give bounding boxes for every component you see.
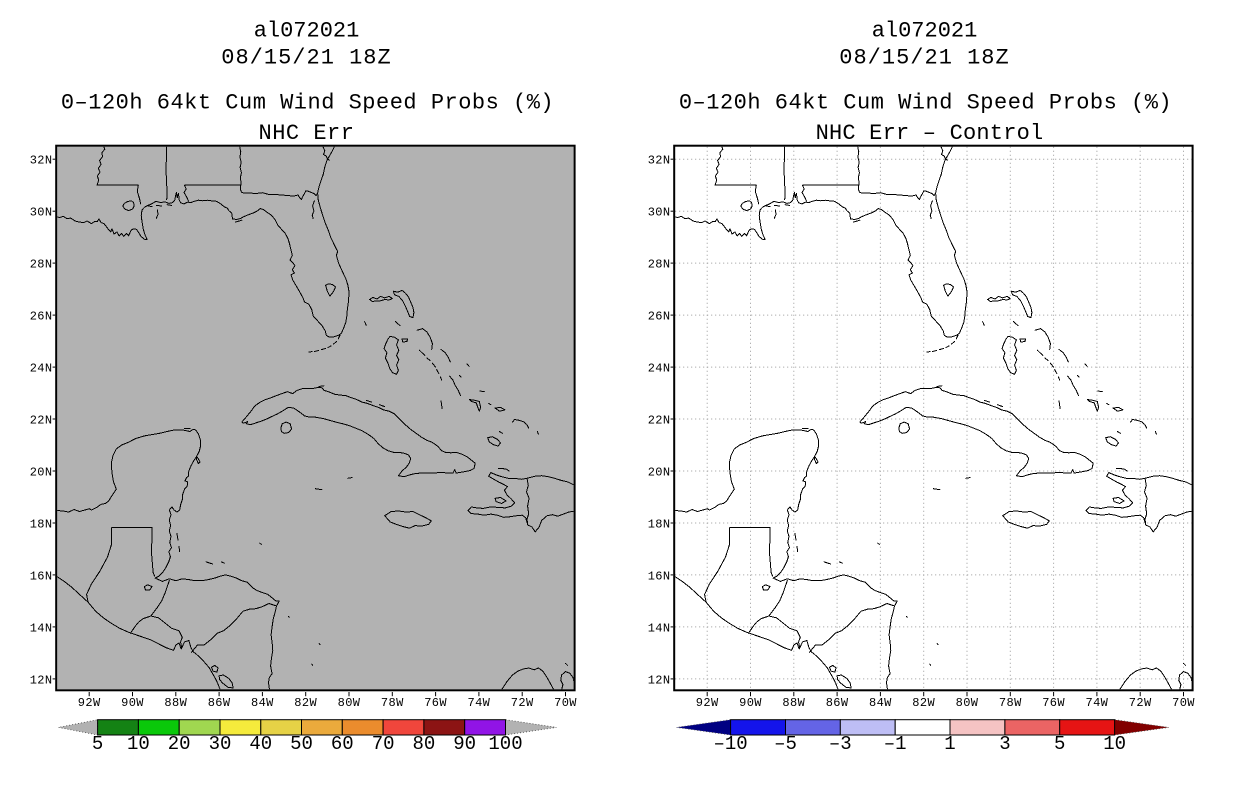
svg-text:16N: 16N (30, 569, 53, 583)
svg-text:28N: 28N (30, 258, 53, 272)
svg-text:NHC Err – Control: NHC Err – Control (816, 121, 1044, 146)
svg-text:74W: 74W (467, 696, 490, 710)
svg-text:20: 20 (168, 733, 191, 755)
svg-text:–3: –3 (829, 733, 852, 755)
svg-text:90: 90 (453, 733, 476, 755)
svg-text:–1: –1 (884, 733, 907, 755)
svg-text:50: 50 (290, 733, 313, 755)
svg-text:20N: 20N (648, 465, 671, 479)
svg-text:3: 3 (999, 733, 1010, 755)
svg-text:20N: 20N (30, 465, 53, 479)
svg-text:76W: 76W (1042, 696, 1065, 710)
svg-text:90W: 90W (739, 696, 762, 710)
svg-text:92W: 92W (696, 696, 719, 710)
svg-text:08/15/21 18Z: 08/15/21 18Z (221, 46, 391, 71)
svg-text:12N: 12N (30, 673, 53, 687)
svg-text:08/15/21 18Z: 08/15/21 18Z (839, 46, 1009, 71)
svg-text:90W: 90W (121, 696, 144, 710)
svg-text:92W: 92W (78, 696, 101, 710)
svg-text:–5: –5 (774, 733, 797, 755)
svg-text:22N: 22N (648, 413, 671, 427)
svg-text:70: 70 (372, 733, 395, 755)
svg-text:80: 80 (412, 733, 435, 755)
svg-text:24N: 24N (648, 362, 671, 376)
svg-text:32N: 32N (30, 154, 53, 168)
svg-text:70W: 70W (554, 696, 577, 710)
svg-text:40: 40 (249, 733, 272, 755)
svg-text:1: 1 (944, 733, 955, 755)
svg-text:26N: 26N (30, 310, 53, 324)
svg-text:86W: 86W (826, 696, 849, 710)
svg-text:72W: 72W (511, 696, 534, 710)
svg-text:70W: 70W (1172, 696, 1195, 710)
svg-text:14N: 14N (30, 621, 53, 635)
svg-text:80W: 80W (956, 696, 979, 710)
svg-text:0–120h 64kt Cum Wind Speed Pro: 0–120h 64kt Cum Wind Speed Probs (%) (61, 91, 554, 116)
svg-text:NHC Err: NHC Err (259, 121, 355, 146)
svg-text:78W: 78W (381, 696, 404, 710)
svg-text:0–120h 64kt Cum Wind Speed Pro: 0–120h 64kt Cum Wind Speed Probs (%) (679, 91, 1172, 116)
svg-text:72W: 72W (1129, 696, 1152, 710)
svg-text:76W: 76W (424, 696, 447, 710)
svg-text:al072021: al072021 (872, 18, 978, 43)
svg-text:5: 5 (1054, 733, 1065, 755)
svg-text:14N: 14N (648, 621, 671, 635)
svg-text:30N: 30N (648, 206, 671, 220)
svg-text:24N: 24N (30, 362, 53, 376)
svg-text:82W: 82W (294, 696, 317, 710)
svg-text:16N: 16N (648, 569, 671, 583)
svg-text:al072021: al072021 (254, 18, 360, 43)
svg-text:12N: 12N (648, 673, 671, 687)
svg-text:60: 60 (331, 733, 354, 755)
svg-text:32N: 32N (648, 154, 671, 168)
svg-text:30N: 30N (30, 206, 53, 220)
svg-text:84W: 84W (251, 696, 274, 710)
svg-text:86W: 86W (208, 696, 231, 710)
svg-text:30: 30 (209, 733, 232, 755)
svg-text:88W: 88W (164, 696, 187, 710)
svg-text:18N: 18N (648, 517, 671, 531)
svg-text:78W: 78W (999, 696, 1022, 710)
svg-text:74W: 74W (1085, 696, 1108, 710)
svg-text:88W: 88W (782, 696, 805, 710)
svg-text:84W: 84W (869, 696, 892, 710)
svg-text:22N: 22N (30, 413, 53, 427)
svg-text:10: 10 (127, 733, 150, 755)
svg-text:80W: 80W (338, 696, 361, 710)
svg-text:18N: 18N (30, 517, 53, 531)
svg-text:100: 100 (488, 733, 522, 755)
svg-text:5: 5 (92, 733, 103, 755)
svg-text:–10: –10 (713, 733, 747, 755)
svg-text:28N: 28N (648, 258, 671, 272)
svg-text:26N: 26N (648, 310, 671, 324)
svg-text:10: 10 (1103, 733, 1126, 755)
svg-text:82W: 82W (912, 696, 935, 710)
